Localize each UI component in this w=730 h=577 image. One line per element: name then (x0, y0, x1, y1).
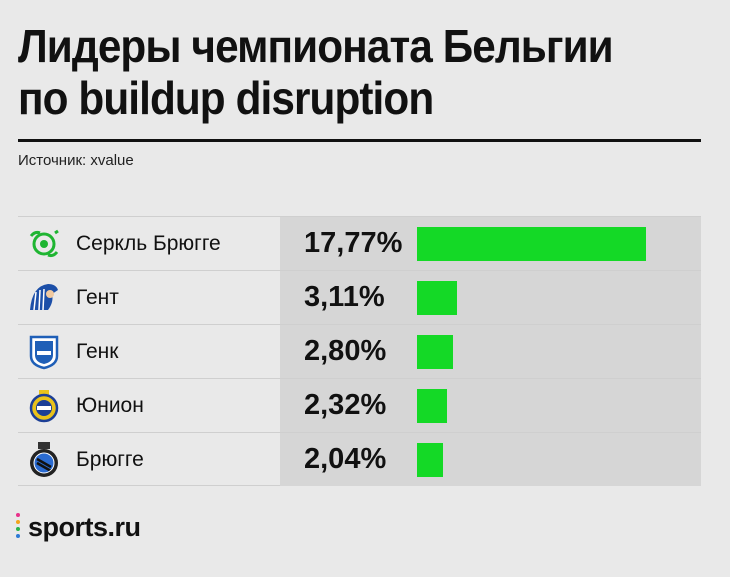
bar (417, 389, 447, 423)
brand-name: sports.ru (28, 512, 141, 542)
title-divider (18, 139, 701, 142)
table-row: Брюгге 2,04% (18, 432, 701, 486)
brand-dots-icon (16, 512, 24, 543)
team-label: Серкль Брюгге (76, 231, 221, 255)
source-note: Источник: xvalue (18, 152, 134, 169)
team-label: Генк (76, 339, 119, 363)
chart-table: Серкль Брюгге 17,77% Гент 3,11% (18, 216, 701, 486)
value-label: 2,32% (304, 389, 387, 421)
genk-logo (24, 332, 64, 372)
sports-ru-logo: sports.ru (16, 512, 141, 543)
union-logo (24, 386, 64, 426)
club-brugge-logo (24, 440, 64, 480)
value-label: 2,80% (304, 335, 387, 367)
value-label: 3,11% (304, 281, 385, 313)
bar (417, 281, 457, 315)
bar (417, 335, 453, 369)
team-label: Брюгге (76, 447, 144, 471)
table-row: Генк 2,80% (18, 324, 701, 378)
table-row: Гент 3,11% (18, 270, 701, 324)
bar (417, 227, 646, 261)
chart-title: Лидеры чемпионата Бельгии по buildup dis… (18, 20, 614, 124)
cercle-brugge-logo (24, 224, 64, 264)
bar (417, 443, 443, 477)
gent-logo (24, 278, 64, 318)
value-label: 17,77% (304, 227, 403, 259)
team-label: Юнион (76, 393, 144, 417)
value-label: 2,04% (304, 443, 387, 475)
table-row: Серкль Брюгге 17,77% (18, 216, 701, 270)
team-label: Гент (76, 285, 119, 309)
table-row: Юнион 2,32% (18, 378, 701, 432)
